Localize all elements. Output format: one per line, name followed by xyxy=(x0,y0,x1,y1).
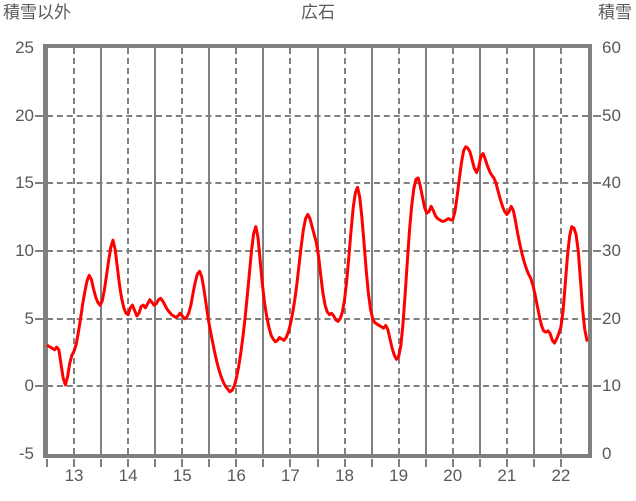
tick-x-year-21 xyxy=(478,459,481,467)
xtick-label-16: 16 xyxy=(226,466,246,485)
tick-x-midyear-16 xyxy=(235,459,238,467)
xtick-label-17: 17 xyxy=(280,466,300,485)
xtick-label-13: 13 xyxy=(64,466,84,485)
tick-left-10 xyxy=(35,250,43,252)
gridline-value-5 xyxy=(47,317,588,320)
ytick-right-label-50: 50 xyxy=(602,105,621,125)
ytick-right-label-30: 30 xyxy=(602,241,621,260)
tick-x-midyear-15 xyxy=(181,459,184,467)
plot-inner xyxy=(46,48,588,454)
ytick-left-label-20: 20 xyxy=(15,105,34,125)
tick-x-midyear-14 xyxy=(127,459,130,467)
chart-title: 広石 xyxy=(301,3,335,22)
tick-right-20 xyxy=(593,317,601,320)
ytick-left-label-0: 0 xyxy=(24,376,34,396)
xtick-label-21: 21 xyxy=(497,466,517,485)
xtick-label-14: 14 xyxy=(118,466,138,485)
gridline-value-15 xyxy=(47,182,588,185)
gridline-value-0 xyxy=(47,385,588,388)
tick-left-20 xyxy=(35,114,43,117)
tick-right-50 xyxy=(593,114,601,117)
tick-right-40 xyxy=(593,182,601,185)
tick-right-30 xyxy=(593,250,601,252)
tick-x-year-20 xyxy=(424,459,427,467)
ytick-left-label--5: -5 xyxy=(18,444,34,463)
xtick-label-19: 19 xyxy=(389,466,409,485)
ytick-left-label-5: 5 xyxy=(24,308,34,328)
tick-left-15 xyxy=(35,182,43,185)
tick-x-year-16 xyxy=(208,459,211,467)
gridline-value-20 xyxy=(47,114,588,117)
ytick-right-label-40: 40 xyxy=(602,173,621,193)
ytick-right-label-20: 20 xyxy=(602,308,621,328)
tick-x-midyear-19 xyxy=(397,459,400,467)
plot-area xyxy=(43,44,592,458)
tick-left-0 xyxy=(35,385,43,388)
tick-x-midyear-21 xyxy=(505,459,508,467)
xtick-label-20: 20 xyxy=(443,466,463,485)
tick-x-year-15 xyxy=(154,459,157,467)
ytick-left-label-10: 10 xyxy=(15,241,34,260)
left-axis-title: 積雪以外 xyxy=(3,3,71,22)
tick-x-midyear-20 xyxy=(451,459,454,467)
tick-x-midyear-17 xyxy=(289,459,292,467)
ytick-right-label-0: 0 xyxy=(602,444,612,463)
ytick-right-label-10: 10 xyxy=(602,376,621,396)
tick-x-midyear-22 xyxy=(559,459,562,467)
series-line-widget xyxy=(47,48,588,454)
tick-x-year-19 xyxy=(370,459,373,467)
ytick-left-label-25: 25 xyxy=(15,38,34,57)
right-axis-title: 積雪 xyxy=(598,3,632,22)
ytick-right-label-60: 60 xyxy=(602,38,621,57)
tick-x-year-13 xyxy=(46,459,48,467)
tick-x-year-14 xyxy=(100,459,103,467)
xtick-label-18: 18 xyxy=(335,466,354,485)
xtick-label-15: 15 xyxy=(172,466,192,485)
series-line-hiroishi xyxy=(48,147,587,392)
tick-left-5 xyxy=(35,317,43,320)
tick-x-midyear-13 xyxy=(73,459,76,467)
tick-x-year-17 xyxy=(262,459,265,467)
xtick-label-22: 22 xyxy=(551,466,571,485)
tick-x-year-18 xyxy=(316,459,319,467)
tick-right-10 xyxy=(593,385,601,388)
ytick-left-label-15: 15 xyxy=(15,173,34,193)
tick-x-year-22 xyxy=(532,459,535,467)
tick-x-midyear-18 xyxy=(343,459,346,467)
